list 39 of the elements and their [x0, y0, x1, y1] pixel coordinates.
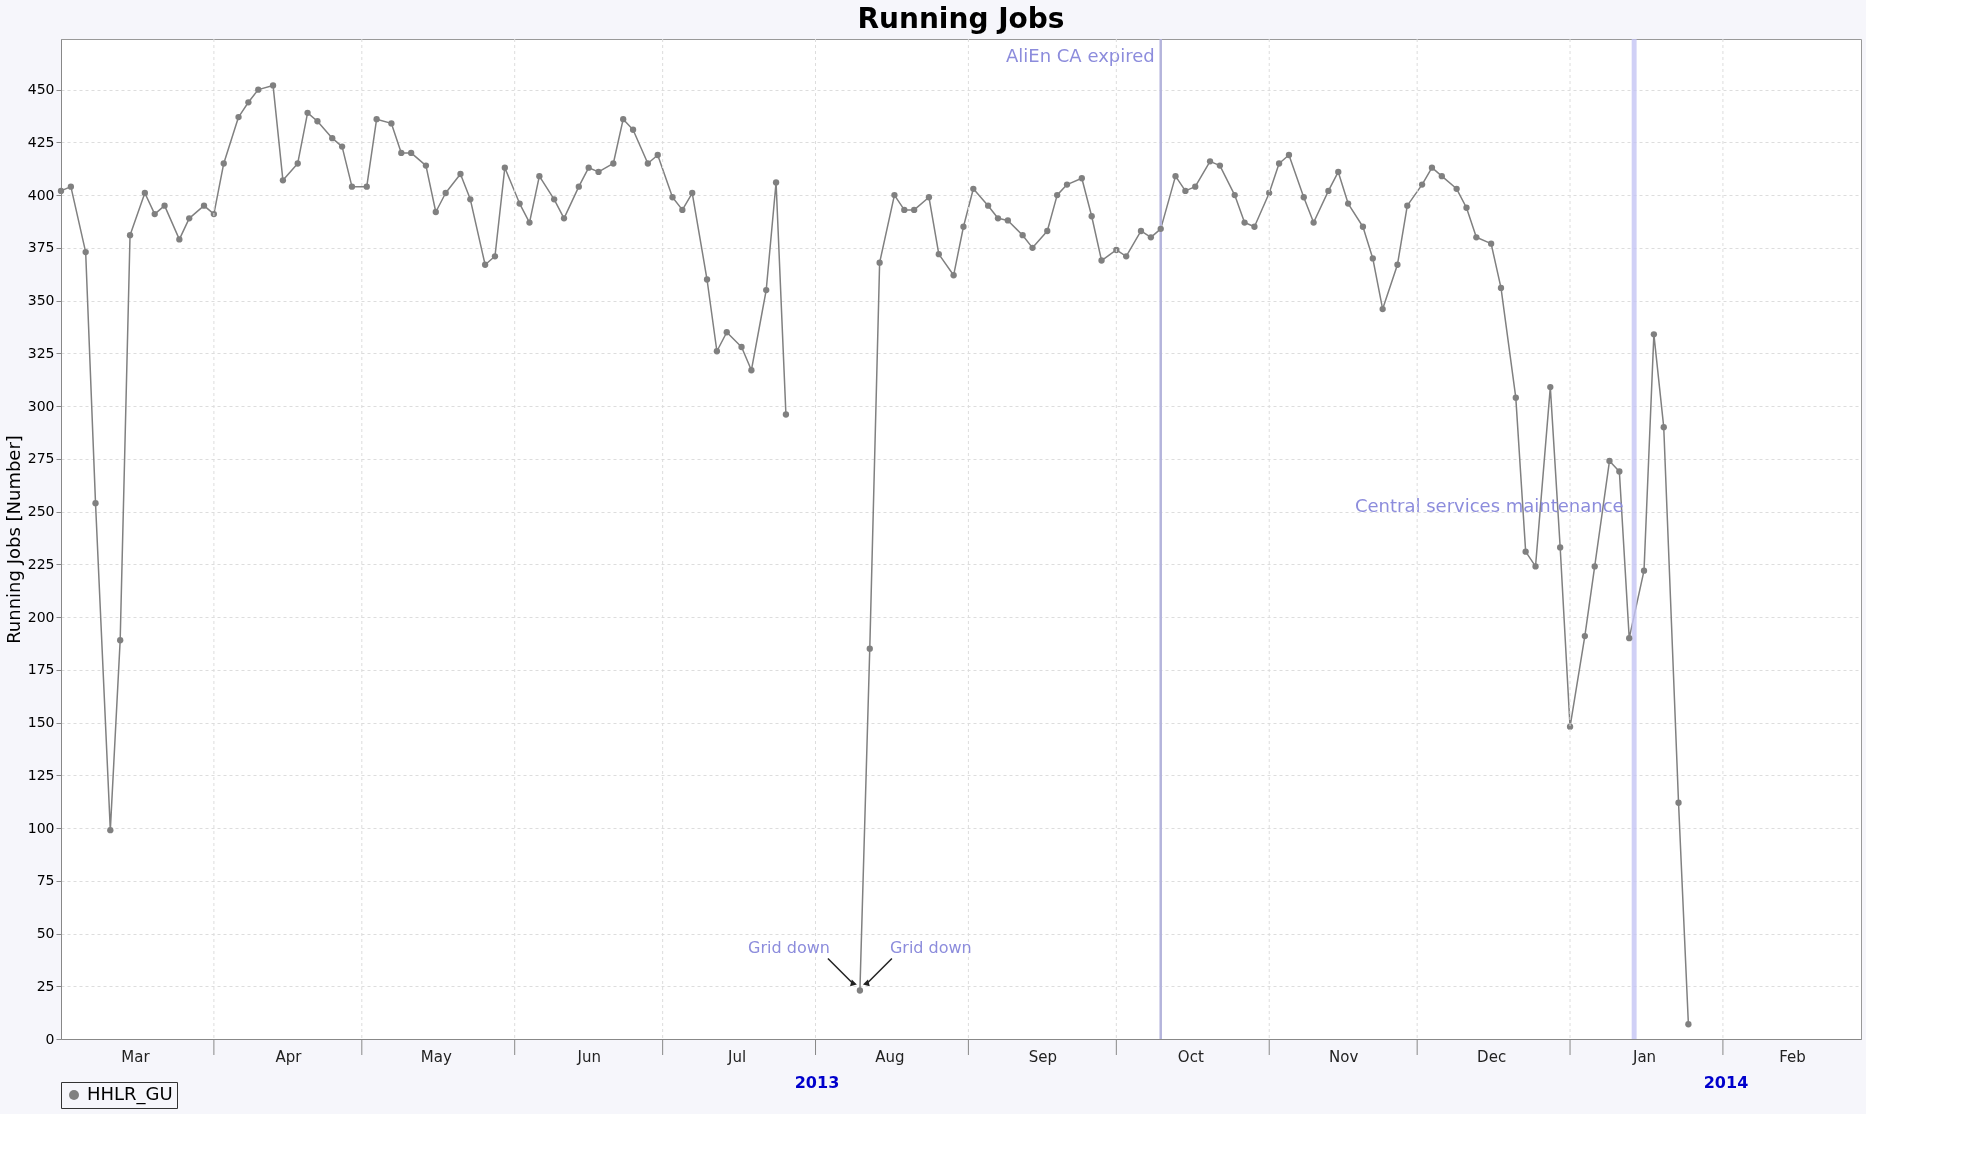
y-tick-label: 450	[27, 81, 55, 98]
y-tick-label: 75	[36, 872, 55, 889]
x-tick-label: May	[420, 1047, 452, 1066]
y-tick-label: 275	[27, 450, 55, 467]
y-tick-label: 200	[27, 608, 55, 625]
x-tick-label: Nov	[1329, 1047, 1359, 1066]
y-tick-label: 100	[27, 819, 55, 836]
x-tick-label: Jan	[1631, 1047, 1657, 1066]
ref-line-label: AliEn CA expired	[1005, 45, 1155, 66]
chart-title: Running Jobs	[857, 1, 1065, 35]
x-tick-label: Feb	[1779, 1047, 1806, 1066]
legend-label: HHLR_GU	[87, 1083, 173, 1105]
y-tick-label: 375	[27, 239, 55, 256]
y-tick-label: 175	[27, 661, 55, 678]
y-axis-title: Running Jobs [Number]	[2, 435, 24, 644]
y-tick-label: 25	[36, 977, 55, 994]
x-tick-label: Dec	[1477, 1047, 1507, 1066]
y-tick-label: 125	[27, 766, 55, 783]
x-tick-label: Aug	[875, 1047, 905, 1066]
y-tick-label: 150	[27, 714, 55, 731]
y-tick-label: 325	[27, 344, 55, 361]
x-tick-label: Oct	[1177, 1047, 1204, 1066]
text: 2014	[1703, 1073, 1749, 1092]
y-tick-label: 425	[27, 133, 55, 150]
y-tick-label: 250	[27, 503, 55, 520]
x-tick-label: Jul	[727, 1047, 747, 1066]
y-tick-label: 50	[36, 925, 55, 942]
annotation: Grid down	[889, 938, 972, 958]
text: 2013	[794, 1073, 840, 1092]
x-tick-label: Apr	[275, 1047, 303, 1066]
y-tick-label: 225	[27, 555, 55, 572]
y-tick-label: 400	[27, 186, 55, 203]
x-tick-label: Mar	[121, 1047, 151, 1066]
y-tick-label: 300	[27, 397, 55, 414]
y-tick-label: 0	[45, 1030, 55, 1047]
y-tick-label: 350	[27, 292, 55, 309]
x-tick-label: Sep	[1028, 1047, 1058, 1066]
x-tick-label: Jun	[576, 1047, 601, 1066]
annotation: Grid down	[748, 938, 830, 958]
